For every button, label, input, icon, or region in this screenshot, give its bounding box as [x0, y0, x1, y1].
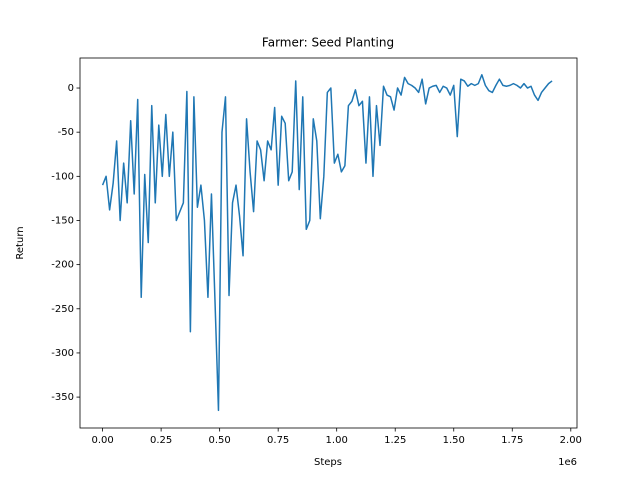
y-tick-label: -200 — [51, 260, 74, 271]
y-tick-label: 0 — [68, 83, 74, 94]
x-tick-label: 1.00 — [326, 435, 348, 446]
data-line — [101, 74, 553, 412]
y-tick-label: -150 — [51, 215, 74, 226]
axes-frame — [79, 57, 578, 429]
y-tick-label: -350 — [51, 392, 74, 403]
chart-title: Farmer: Seed Planting — [262, 36, 394, 50]
x-offset-label: 1e6 — [558, 457, 577, 468]
x-tick-label: 0.75 — [267, 435, 289, 446]
x-tick-label: 1.75 — [501, 435, 523, 446]
x-tick-label: 0.50 — [209, 435, 231, 446]
y-axis-label: Return — [15, 226, 26, 259]
x-tick-label: 1.50 — [443, 435, 465, 446]
x-tick-label: 1.25 — [384, 435, 406, 446]
y-tick-label: -50 — [58, 127, 74, 138]
x-axis-label: Steps — [314, 457, 342, 468]
x-tick-label: 2.00 — [560, 435, 582, 446]
y-tick-label: -300 — [51, 348, 74, 359]
y-tick-label: -100 — [51, 171, 74, 182]
y-tick-label: -250 — [51, 304, 74, 315]
x-tick-label: 0.00 — [91, 435, 113, 446]
x-tick-label: 0.25 — [150, 435, 172, 446]
